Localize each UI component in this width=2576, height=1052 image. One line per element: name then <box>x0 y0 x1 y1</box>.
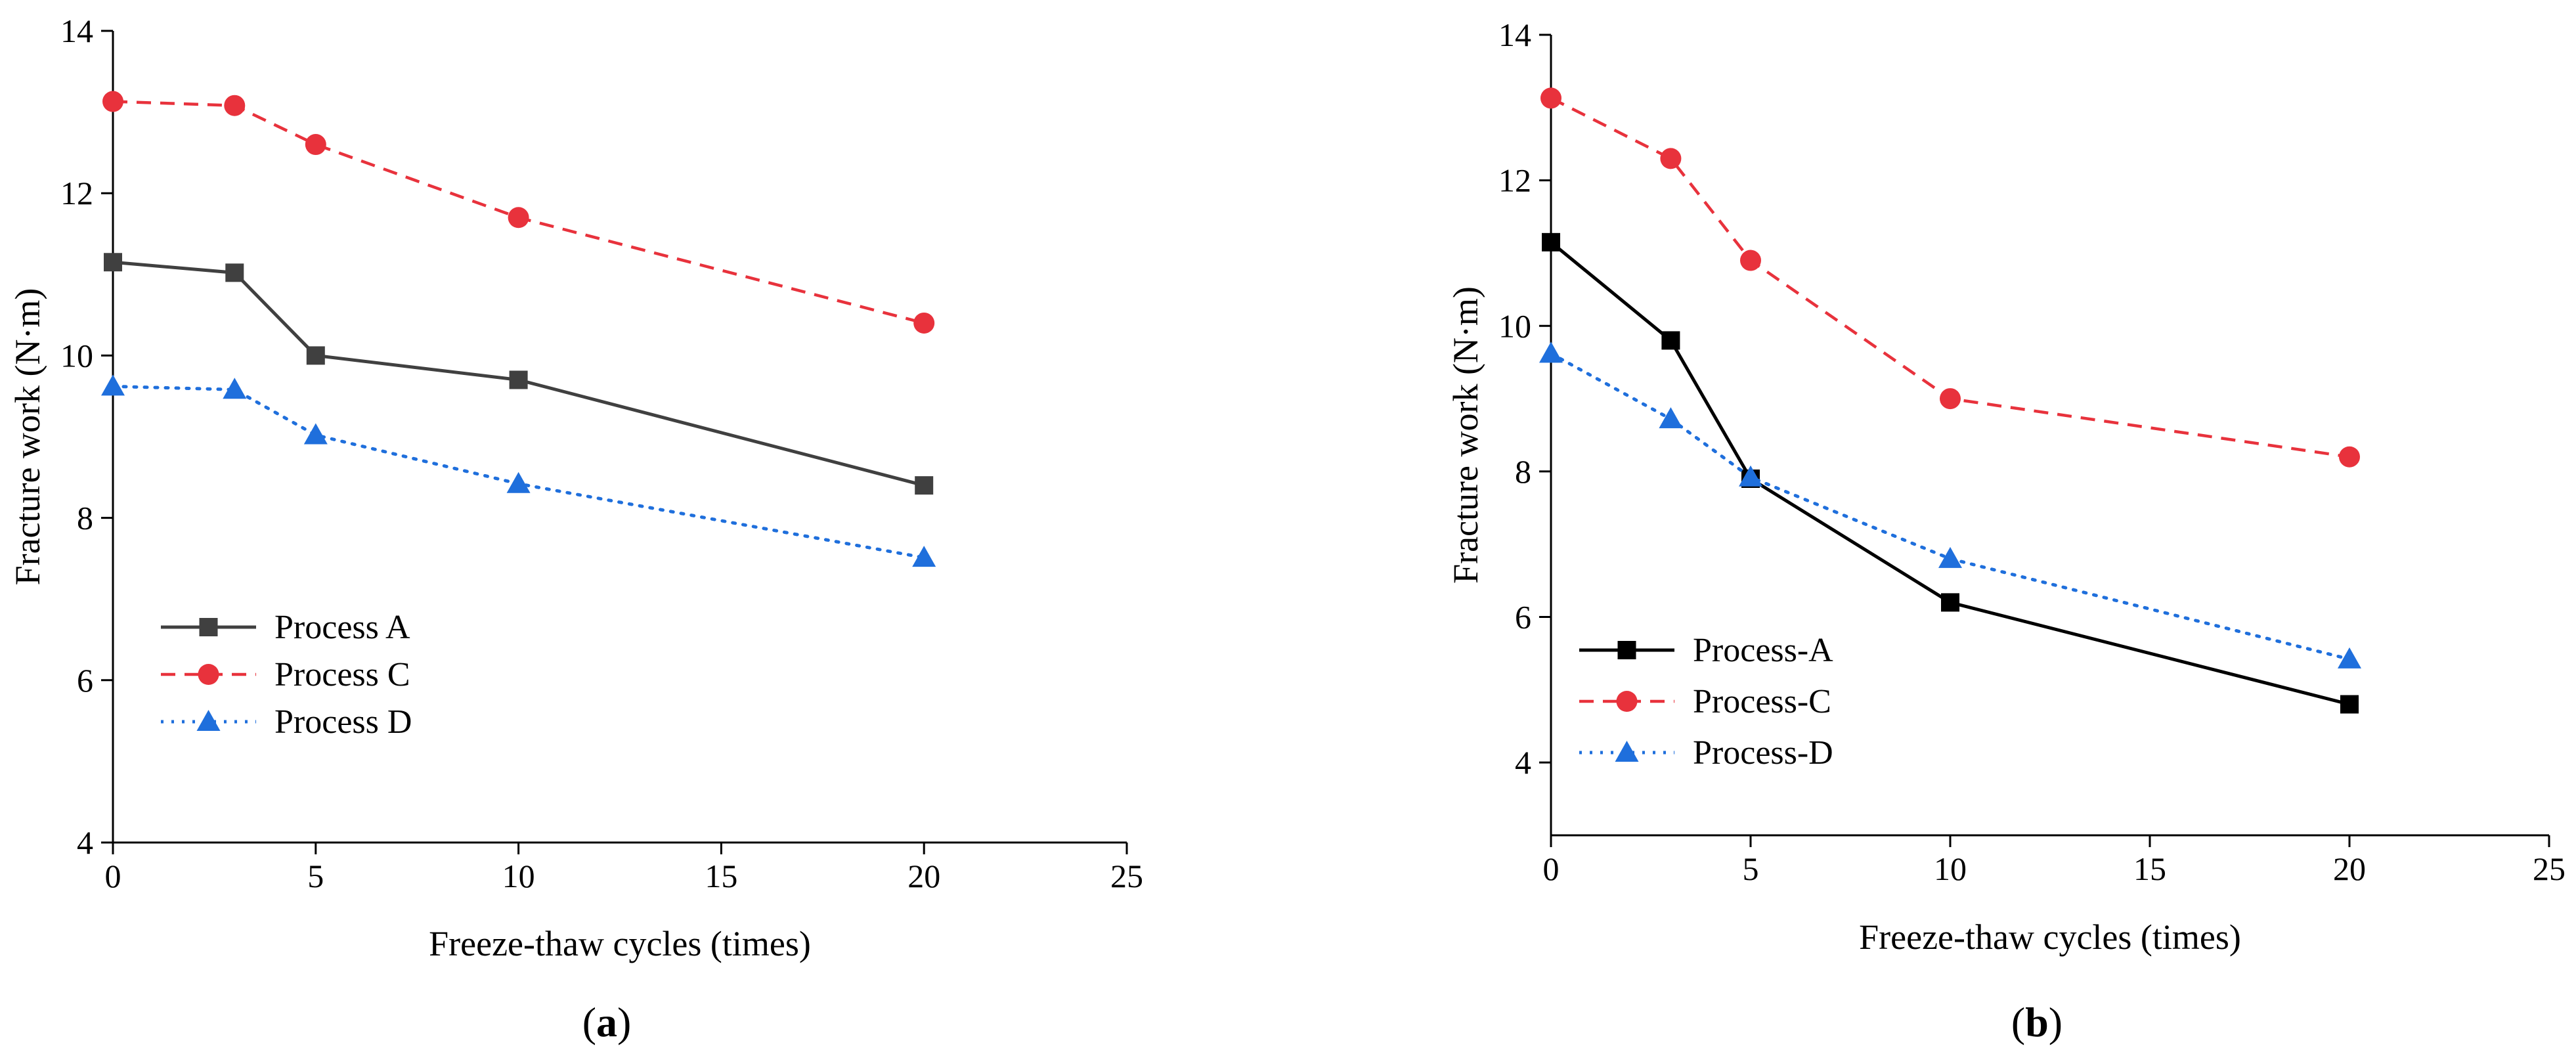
series-line <box>1550 240 2350 706</box>
x-tick-label: 20 <box>907 858 940 894</box>
data-point <box>506 471 531 493</box>
y-tick-label: 10 <box>60 337 93 374</box>
legend-marker <box>1615 741 1639 762</box>
data-point <box>1941 593 1959 612</box>
data-point <box>104 253 122 272</box>
data-point <box>1740 250 1761 271</box>
panel-label: (b) <box>2011 999 2063 1045</box>
data-point <box>305 134 326 156</box>
panel-label-close: ) <box>617 999 631 1045</box>
x-axis-label: Freeze-thaw cycles (times) <box>1859 917 2241 957</box>
data-point <box>913 312 935 334</box>
x-tick-label: 15 <box>2133 850 2166 887</box>
y-tick-label: 8 <box>77 500 93 537</box>
x-tick-label: 15 <box>705 858 737 894</box>
data-point <box>225 263 244 282</box>
data-point <box>912 546 936 567</box>
data-point <box>223 378 247 399</box>
panel-label-open: ( <box>582 999 596 1045</box>
series-process-a <box>104 253 934 495</box>
chart-panel-b: 0 5 10 15 20 25 4 6 8 10 12 14 Freeze-thaw cycles (t… <box>1446 16 2565 1045</box>
data-point <box>1660 148 1682 169</box>
data-point <box>1659 407 1683 429</box>
x-tick-label: 5 <box>307 858 324 894</box>
data-point <box>915 476 934 495</box>
legend-marker <box>196 710 221 731</box>
data-point <box>1542 232 1560 252</box>
panel-label-letter: a <box>596 999 617 1045</box>
data-point <box>101 374 125 396</box>
data-point <box>509 370 528 389</box>
x-tick-label: 10 <box>1934 850 1967 887</box>
series-process-d <box>1539 341 2361 668</box>
panel-label: (a) <box>582 999 632 1045</box>
data-point <box>1938 546 1962 568</box>
legend-label: Process A <box>274 609 410 646</box>
y-tick-label: 10 <box>1498 307 1531 344</box>
data-point <box>2340 695 2359 714</box>
panel-label-open: ( <box>2011 999 2025 1045</box>
data-point <box>2339 446 2360 468</box>
y-tick-label: 12 <box>1498 162 1531 199</box>
data-point <box>102 91 123 112</box>
data-point <box>2338 647 2361 668</box>
data-point <box>224 95 246 116</box>
data-point <box>1540 87 1561 109</box>
y-tick-label: 8 <box>1515 453 1531 490</box>
legend-marker <box>1617 641 1636 659</box>
y-axis-label: Fracture work (N·m) <box>8 288 47 586</box>
data-point <box>1539 341 1563 363</box>
x-tick-label: 25 <box>2533 850 2565 887</box>
x-tick-label: 10 <box>502 858 535 894</box>
legend-marker <box>199 618 218 636</box>
series-line <box>112 100 925 325</box>
data-point <box>303 423 328 445</box>
legend-marker <box>1616 691 1638 712</box>
panel-label-letter: b <box>2025 999 2049 1045</box>
series-process-c <box>1540 87 2360 468</box>
x-tick-label: 0 <box>105 858 121 894</box>
data-point <box>508 207 529 229</box>
data-point <box>306 346 325 365</box>
data-point <box>1739 465 1762 487</box>
y-tick-label: 4 <box>1515 744 1531 781</box>
y-tick-label: 14 <box>1498 16 1531 53</box>
y-tick-label: 6 <box>1515 599 1531 636</box>
series-process-d <box>101 374 936 567</box>
y-tick-label: 12 <box>60 175 93 211</box>
chart-panel-a: 0 5 10 15 20 25 4 6 8 10 12 14 Freeze-thaw cycles (t… <box>8 12 1143 1045</box>
x-tick-label: 20 <box>2333 850 2366 887</box>
y-axis-label: Fracture work (N·m) <box>1446 286 1485 584</box>
legend-label: Process-D <box>1693 734 1833 772</box>
legend-label: Process D <box>274 703 412 741</box>
x-tick-label: 0 <box>1543 850 1560 887</box>
panel-label-close: ) <box>2049 999 2063 1045</box>
series-process-c <box>102 91 935 334</box>
data-point <box>1940 388 1961 410</box>
x-tick-label: 5 <box>1743 850 1759 887</box>
series-process-a <box>1542 232 2359 714</box>
y-tick-label: 6 <box>77 662 93 699</box>
x-axis-label: Freeze-thaw cycles (times) <box>429 924 811 963</box>
series-line <box>111 384 926 559</box>
y-tick-label: 14 <box>60 12 93 49</box>
legend-label: Process-C <box>1693 683 1831 720</box>
legend-marker <box>198 664 219 685</box>
data-point <box>1661 331 1680 350</box>
legend-label: Process C <box>274 656 410 693</box>
legend-label: Process-A <box>1693 632 1833 669</box>
x-tick-label: 25 <box>1110 858 1143 894</box>
y-tick-label: 4 <box>77 824 93 861</box>
